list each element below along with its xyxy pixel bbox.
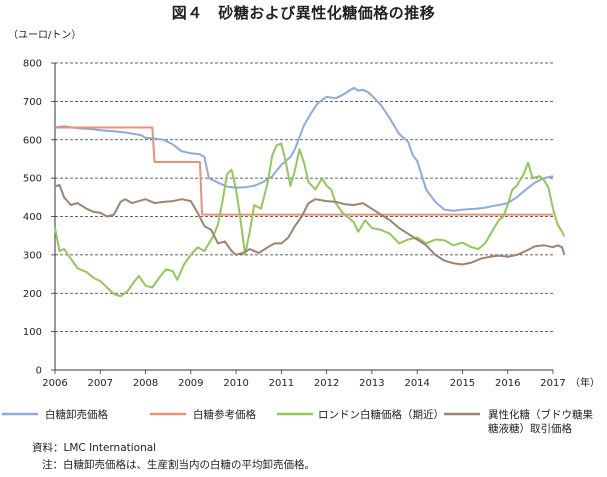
legend: 白糖卸売価格 白糖参考価格 ロンドン白糖価格（期近） 異性化糖（ブドウ糖果糖液糖）取引… [2, 408, 593, 435]
y-tick-label: 400 [23, 212, 42, 223]
x-tick-label: 2006 [42, 378, 67, 389]
x-tick-label: 2013 [359, 378, 384, 389]
x-axis-ticks: 2006 2007 2008 2009 2010 2011 2012 2013 2014 2015… [42, 370, 566, 389]
footnote: 注：白糖卸売価格は、生産割当内の白糖の平均卸売価格。 [42, 459, 315, 471]
x-tick-label: 2012 [314, 378, 339, 389]
x-tick-label: 2014 [404, 378, 429, 389]
series-line-4 [54, 184, 566, 266]
x-tick-label: 2009 [178, 378, 203, 389]
x-tick-label: 2015 [450, 378, 475, 389]
y-tick-label: 700 [23, 97, 42, 108]
chart-notes: 資料：LMC International 注：白糖卸売価格は、生産割当内の白糖の… [32, 440, 315, 474]
y-tick-label: 300 [23, 250, 42, 261]
x-tick-label: 2008 [133, 378, 158, 389]
legend-label-2: 白糖参考価格 [193, 408, 256, 421]
gridlines [55, 62, 553, 333]
series-line-1 [54, 86, 554, 212]
x-tick-label: 2011 [269, 378, 294, 389]
series-line-3 [54, 142, 566, 298]
x-tick-label: 2010 [223, 378, 248, 389]
axes [54, 63, 553, 371]
y-tick-label: 0 [36, 366, 42, 377]
x-tick-label: 2017 [540, 378, 565, 389]
y-tick-label: 200 [23, 289, 42, 300]
y-axis-unit-label: （ユーロ/トン） [8, 29, 81, 41]
y-tick-label: 500 [23, 174, 42, 185]
y-axis-ticks: 0 100 200 300 400 500 600 700 800 [23, 59, 55, 377]
x-axis-unit-label: （年） [570, 376, 600, 389]
y-tick-label: 100 [23, 327, 42, 338]
legend-label-4: 異性化糖（ブドウ糖果糖液糖）取引価格 [488, 408, 593, 435]
series-lines [54, 86, 566, 298]
series-line-2 [55, 126, 553, 216]
chart-title: 図４ 砂糖および異性化糖価格の推移 [171, 4, 436, 22]
legend-label-1: 白糖卸売価格 [45, 408, 108, 421]
y-tick-label: 600 [23, 135, 42, 146]
source-note: 資料：LMC International [32, 442, 157, 454]
x-tick-label: 2016 [495, 378, 520, 389]
y-tick-label: 800 [23, 59, 42, 70]
x-tick-label: 2007 [88, 378, 113, 389]
legend-label-3: ロンドン白糖価格（期近） [318, 408, 444, 421]
